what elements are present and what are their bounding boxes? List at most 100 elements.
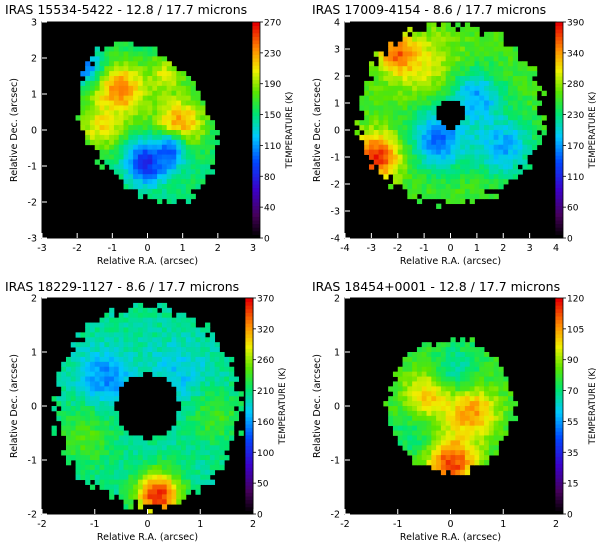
map-pixel <box>436 386 442 392</box>
map-pixel <box>532 110 538 116</box>
y-tick-label: 1 <box>31 348 37 359</box>
map-pixel <box>402 356 408 363</box>
map-pixel <box>407 66 413 72</box>
map-pixel <box>113 410 120 417</box>
map-pixel <box>229 435 235 441</box>
map-pixel <box>503 410 509 417</box>
map-pixel <box>426 386 432 392</box>
map-pixel <box>185 95 192 101</box>
map-pixel <box>133 317 139 323</box>
map-pixel <box>118 337 124 343</box>
map-pixel <box>209 386 216 392</box>
map-pixel <box>464 406 471 412</box>
x-axis-label: Relative R.A. (arcsec) <box>97 256 198 267</box>
map-pixel <box>209 406 216 412</box>
map-pixel <box>412 41 418 47</box>
map-pixel <box>113 327 120 333</box>
map-pixel <box>94 144 100 151</box>
colorbar-tick-label: 150 <box>264 111 281 121</box>
map-pixel <box>147 174 153 180</box>
map-pixel <box>157 361 163 368</box>
map-pixel <box>61 366 67 373</box>
map-pixel <box>176 100 182 106</box>
x-tick-label: 0 <box>447 243 453 254</box>
map-pixel <box>421 71 427 77</box>
map-pixel <box>460 193 466 200</box>
colorbar-swatch <box>245 391 253 396</box>
map-pixel <box>181 164 187 170</box>
map-pixel <box>416 366 423 373</box>
map-pixel <box>498 95 504 101</box>
map-pixel <box>157 159 163 165</box>
map-pixel <box>440 51 447 57</box>
map-pixel <box>70 381 76 387</box>
map-pixel <box>161 445 168 451</box>
map-pixel <box>479 366 485 373</box>
map-pixel <box>109 317 115 323</box>
map-pixel <box>426 184 432 190</box>
map-pixel <box>109 445 115 451</box>
map-pixel <box>166 435 172 441</box>
map-pixel <box>190 342 196 348</box>
map-pixel <box>142 115 148 121</box>
map-pixel <box>200 376 206 382</box>
map-pixel <box>445 410 451 417</box>
map-pixel <box>445 361 451 368</box>
map-pixel <box>214 366 220 373</box>
map-pixel <box>421 174 427 180</box>
map-pixel <box>133 307 139 314</box>
map-pixel <box>80 450 86 456</box>
colorbar-swatch <box>245 362 253 367</box>
map-pixel <box>200 337 206 343</box>
map-pixel <box>431 110 437 116</box>
map-pixel <box>493 376 499 382</box>
map-pixel <box>200 415 206 422</box>
map-pixel <box>527 130 533 136</box>
map-pixel <box>181 322 187 328</box>
map-pixel <box>229 386 235 392</box>
map-pixel <box>474 31 480 38</box>
map-pixel <box>214 381 220 387</box>
map-pixel <box>436 56 442 62</box>
map-pixel <box>152 169 158 175</box>
map-pixel <box>209 169 216 175</box>
map-pixel <box>397 159 403 165</box>
map-pixel <box>412 164 418 170</box>
map-pixel <box>209 154 216 160</box>
map-pixel <box>479 179 485 185</box>
map-pixel <box>527 120 533 126</box>
map-pixel <box>142 489 148 495</box>
map-pixel <box>209 391 216 397</box>
map-pixel <box>118 347 124 353</box>
map-pixel <box>123 312 129 319</box>
map-pixel <box>171 134 177 141</box>
map-pixel <box>455 71 461 77</box>
map-pixel <box>161 134 168 141</box>
map-pixel <box>440 154 447 160</box>
map-pixel <box>445 144 451 151</box>
colorbar-swatch <box>555 420 563 425</box>
map-pixel <box>440 134 447 141</box>
map-pixel <box>426 31 432 38</box>
colorbar-label: TEMPERATURE (K) <box>588 368 598 446</box>
map-pixel <box>488 371 495 377</box>
map-pixel <box>378 134 384 141</box>
map-pixel <box>161 61 168 67</box>
map-pixel <box>99 469 105 476</box>
map-pixel <box>469 134 475 141</box>
map-pixel <box>416 401 423 407</box>
map-pixel <box>431 125 437 131</box>
map-pixel <box>65 356 72 363</box>
map-pixel <box>123 115 129 121</box>
map-pixel <box>474 169 480 175</box>
map-pixel <box>109 494 115 500</box>
colorbar-swatch <box>555 442 563 447</box>
map-pixel <box>397 41 403 47</box>
map-pixel <box>99 144 105 151</box>
map-pixel <box>142 174 148 180</box>
map-pixel <box>503 90 509 97</box>
colorbar-swatch <box>555 158 563 163</box>
x-tick-label: 1 <box>474 243 480 254</box>
map-pixel <box>109 430 115 436</box>
